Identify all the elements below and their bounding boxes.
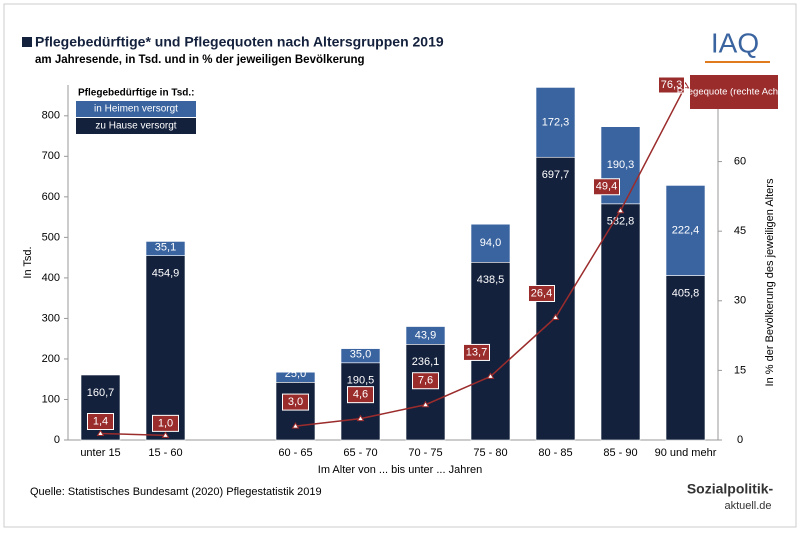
legend-label: zu Hause versorgt <box>95 121 176 132</box>
legend-title: Pflegebedürftige in Tsd.: <box>78 88 194 99</box>
x-tick-label: 75 - 80 <box>473 447 507 459</box>
y2-tick-label: 45 <box>734 225 746 237</box>
value-label: 438,5 <box>477 274 505 286</box>
value-label: 35,1 <box>155 242 176 254</box>
title: Pflegebedürftige* und Pflegequoten nach … <box>35 34 444 50</box>
title-bullet <box>22 37 32 47</box>
quote-label: 3,0 <box>288 396 303 408</box>
value-label: 172,3 <box>542 116 570 128</box>
y-tick-label: 0 <box>54 434 60 446</box>
legend-label: in Heimen versorgt <box>94 104 178 115</box>
x-tick-label: unter 15 <box>80 447 120 459</box>
site-logo: aktuell.de <box>724 500 771 512</box>
quote-label: 7,6 <box>418 375 433 387</box>
y-tick-label: 700 <box>42 150 60 162</box>
value-label: 190,5 <box>347 375 375 387</box>
value-label: 25,0 <box>285 368 306 380</box>
bar-segment <box>666 276 705 440</box>
y-tick-label: 800 <box>42 110 60 122</box>
y2-tick-label: 30 <box>734 295 746 307</box>
value-label: 697,7 <box>542 169 570 181</box>
y-tick-label: 100 <box>42 393 60 405</box>
value-label: 454,9 <box>152 268 180 280</box>
source: Quelle: Statistisches Bundesamt (2020) P… <box>30 486 322 498</box>
x-tick-label: 90 und mehr <box>655 447 717 459</box>
y2-tick-label: 15 <box>734 364 746 376</box>
x-axis-label: Im Alter von ... bis unter ... Jahren <box>318 464 482 476</box>
quote-label: 13,7 <box>466 346 487 358</box>
logo: IAQ <box>711 27 759 58</box>
quote-label: 1,4 <box>93 415 108 427</box>
bar-segment <box>146 256 185 440</box>
quote-label: 26,4 <box>531 287 552 299</box>
bar-segment <box>601 204 640 440</box>
value-label: 94,0 <box>480 237 501 249</box>
y-tick-label: 300 <box>42 312 60 324</box>
value-label: 236,1 <box>412 356 440 368</box>
quote-label: 49,4 <box>596 181 617 193</box>
x-tick-label: 65 - 70 <box>343 447 377 459</box>
y-tick-label: 400 <box>42 272 60 284</box>
y-tick-label: 200 <box>42 353 60 365</box>
line-legend: Pflegequote (rechte Achse) <box>677 87 792 98</box>
site-logo: Sozialpolitik- <box>687 481 774 497</box>
quote-label: 4,6 <box>353 389 368 401</box>
value-label: 0,3 <box>93 361 108 373</box>
value-label: 405,8 <box>672 287 700 299</box>
y2-tick-label: 0 <box>737 434 743 446</box>
x-tick-label: 80 - 85 <box>538 447 572 459</box>
x-tick-label: 70 - 75 <box>408 447 442 459</box>
y2-tick-label: 60 <box>734 155 746 167</box>
y-tick-label: 500 <box>42 231 60 243</box>
y-tick-label: 600 <box>42 191 60 203</box>
x-tick-label: 85 - 90 <box>603 447 637 459</box>
x-tick-label: 15 - 60 <box>148 447 182 459</box>
legend: Pflegebedürftige in Tsd.: in Heimen vers… <box>76 88 196 134</box>
bar-segment <box>276 382 315 440</box>
value-label: 43,9 <box>415 329 436 341</box>
subtitle: am Jahresende, in Tsd. und in % der jewe… <box>35 54 365 66</box>
value-label: 160,7 <box>87 387 115 399</box>
y-axis-label: In Tsd. <box>22 246 34 278</box>
y2-axis-label: In % der Bevölkerung des jeweiligen Alte… <box>764 178 776 386</box>
quote-label: 1,0 <box>158 417 173 429</box>
value-label: 190,3 <box>607 159 635 171</box>
value-label: 35,0 <box>350 349 371 361</box>
value-label: 222,4 <box>672 224 700 236</box>
x-tick-label: 60 - 65 <box>278 447 312 459</box>
